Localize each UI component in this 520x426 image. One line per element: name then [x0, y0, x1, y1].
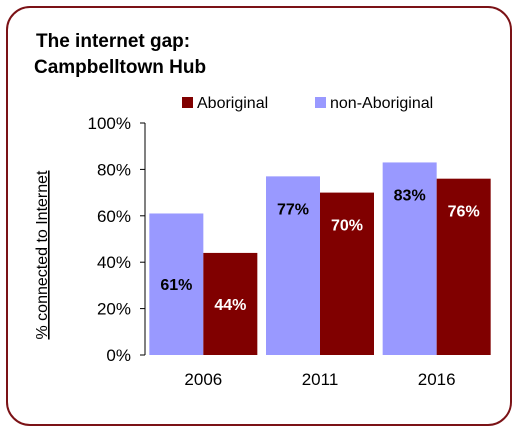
chart-title-line-1: The internet gap:	[36, 31, 190, 52]
bar-aboriginal-2006	[203, 252, 258, 355]
data-label: 61%	[160, 277, 192, 294]
y-tick-label: 80%	[97, 160, 131, 179]
y-tick-label: 20%	[97, 300, 131, 319]
y-tick-label: 60%	[97, 207, 131, 226]
chart-title-line-2: Campbelltown Hub	[34, 57, 206, 78]
bar-aboriginal-2011	[320, 192, 374, 355]
x-tick-label: 2006	[184, 370, 222, 389]
bar-aboriginal-2016	[436, 178, 491, 355]
bars: 61% 44% 77% 70% 83% 76%	[149, 162, 491, 355]
legend-label-non-aboriginal: non-Aboriginal	[330, 95, 433, 112]
legend-swatch-non-aboriginal	[315, 97, 326, 108]
y-axis-label: % connected to Internet	[34, 170, 51, 340]
legend-swatch-aboriginal	[182, 97, 193, 108]
legend-label-aboriginal: Aboriginal	[197, 95, 268, 112]
data-label: 83%	[394, 187, 426, 204]
bar-non-aboriginal-2006	[149, 213, 204, 355]
data-label: 76%	[448, 204, 480, 221]
data-label: 44%	[214, 297, 246, 314]
chart: The internet gap: Campbelltown Hub Abori…	[34, 31, 491, 389]
bar-non-aboriginal-2011	[266, 176, 320, 355]
data-label: 70%	[331, 218, 363, 235]
data-label: 77%	[277, 201, 309, 218]
bar-non-aboriginal-2016	[382, 162, 437, 355]
legend: Aboriginal non-Aboriginal	[182, 95, 433, 112]
y-tick-label: 0%	[106, 346, 131, 365]
axes: 0% 20% 40% 60% 80% 100% 2006 2011 2016	[88, 114, 456, 389]
x-tick-label: 2016	[418, 370, 456, 389]
y-tick-label: 100%	[88, 114, 131, 133]
x-tick-label: 2011	[302, 370, 339, 389]
y-tick-label: 40%	[97, 253, 131, 272]
